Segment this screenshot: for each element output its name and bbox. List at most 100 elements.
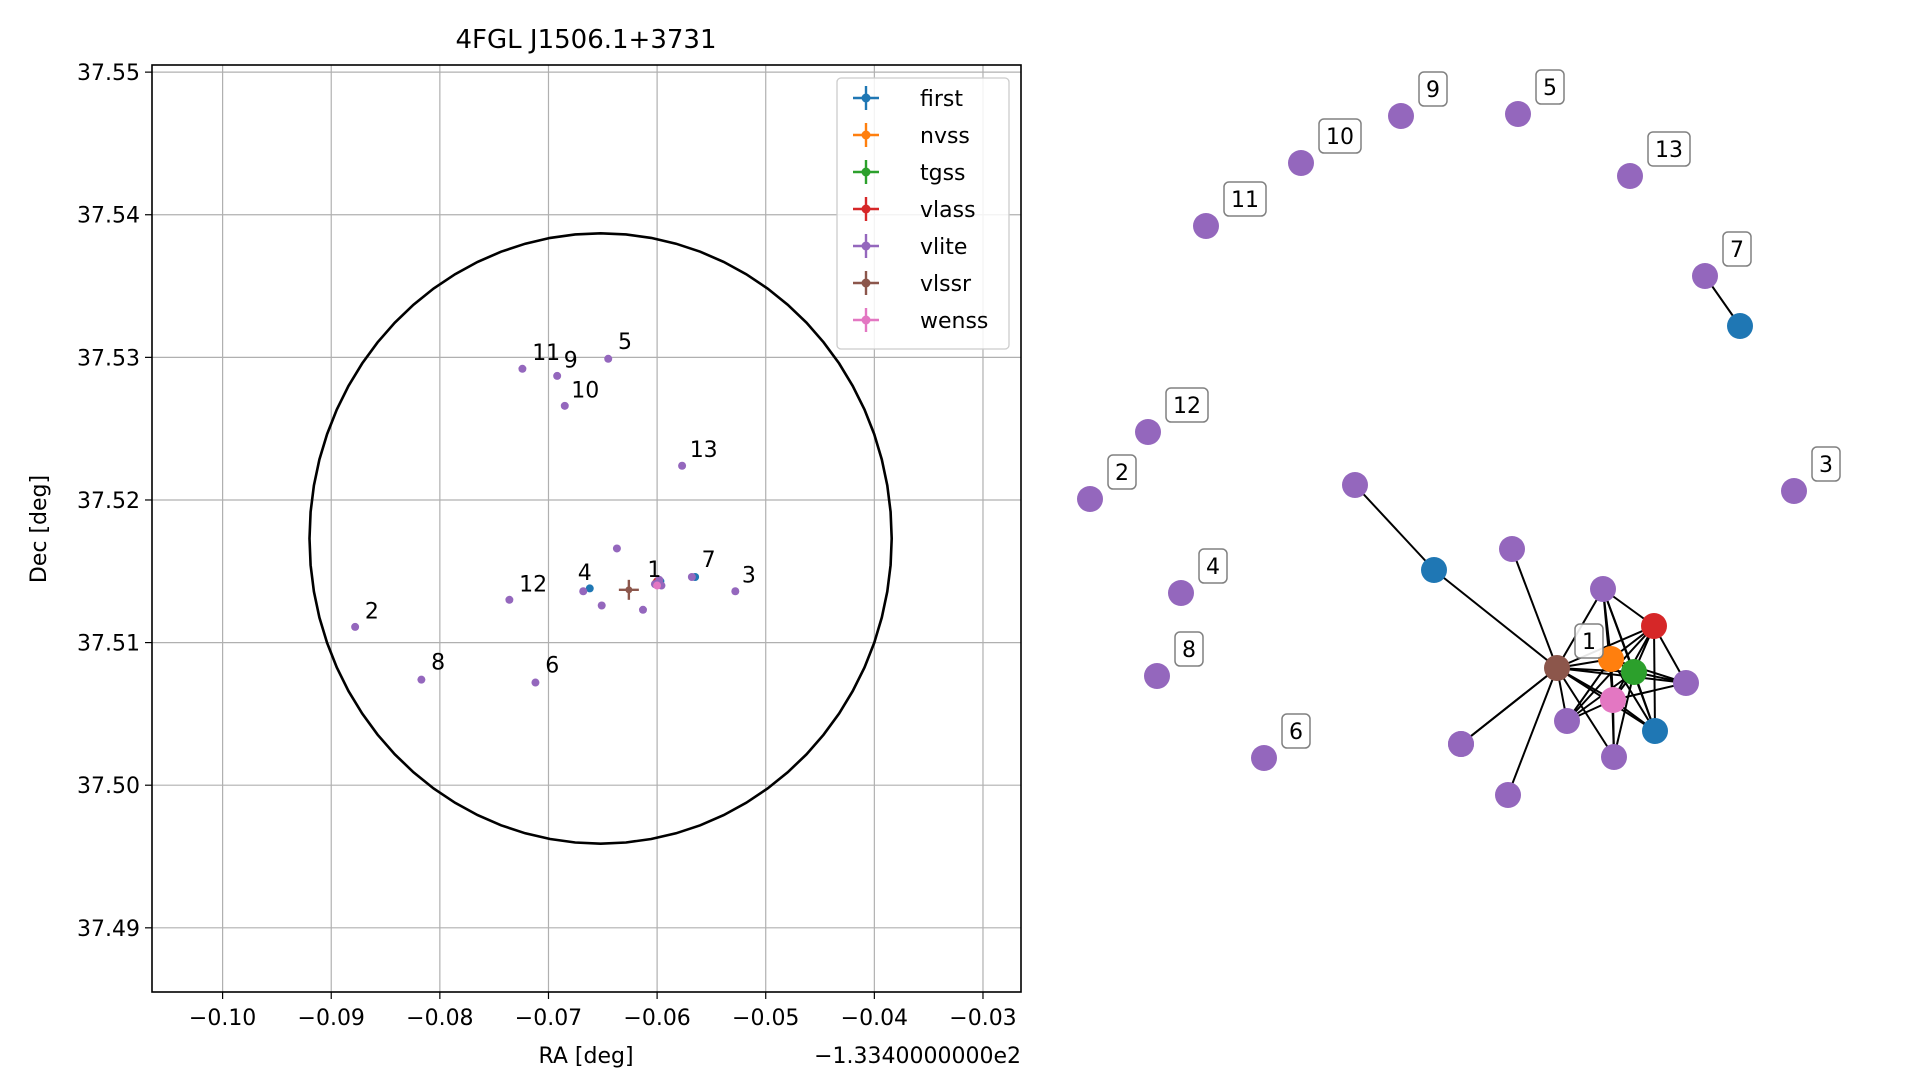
- point-vlite: [612, 544, 621, 553]
- point-vlssr: [625, 586, 633, 594]
- network-node-label: 11: [1223, 181, 1267, 217]
- network-node: [1600, 687, 1626, 713]
- legend-label: nvss: [920, 124, 970, 149]
- network-node: [1673, 670, 1699, 696]
- node-label-text: 1: [1582, 630, 1596, 655]
- network-node: [1342, 472, 1368, 498]
- legend-entry-wenss: wenss: [853, 308, 988, 334]
- network-node: [1168, 580, 1194, 606]
- network-node-label: 9: [1418, 71, 1448, 107]
- point-vlite: [579, 587, 588, 596]
- node-label-text: 6: [1289, 720, 1303, 745]
- source-label: 11: [532, 341, 560, 366]
- network-node: [1144, 663, 1170, 689]
- network-edge: [1354, 484, 1435, 571]
- y-axis-label: Dec [deg]: [27, 475, 52, 583]
- network-node: [1135, 419, 1161, 445]
- y-tick-label: 37.52: [77, 489, 140, 514]
- legend-label: vlite: [920, 235, 967, 260]
- legend-box: [836, 77, 1010, 350]
- legend-label: vlssr: [920, 272, 972, 297]
- legend-marker-dot: [861, 93, 871, 103]
- source-label: 10: [571, 378, 599, 403]
- legend-entry-vlite: vlite: [853, 234, 967, 260]
- network-node-label: 8: [1174, 631, 1204, 667]
- node-label-text: 12: [1173, 394, 1201, 419]
- legend-marker-dot: [861, 241, 871, 251]
- legend-label: vlass: [920, 198, 976, 223]
- network-node: [1781, 478, 1807, 504]
- x-tick-label: −0.05: [732, 1006, 799, 1031]
- node-label-text: 10: [1326, 125, 1354, 150]
- x-tick-label: −0.10: [189, 1006, 256, 1031]
- network-node-label: 13: [1647, 131, 1691, 167]
- network-nodes: [1077, 101, 1807, 808]
- node-label-box: [1174, 631, 1204, 667]
- network-edge: [1610, 658, 1687, 684]
- node-label-box: [1811, 446, 1841, 482]
- network-node: [1642, 718, 1668, 744]
- network-edge: [1556, 625, 1655, 669]
- point-vlite: [687, 572, 696, 581]
- x-tick-label: −0.08: [406, 1006, 473, 1031]
- network-node: [1641, 613, 1667, 639]
- source-label: 2: [365, 599, 379, 624]
- network-node-label: 2: [1107, 454, 1137, 490]
- y-tick-label: 37.51: [77, 632, 140, 657]
- point-vlite: [597, 601, 606, 610]
- network-node: [1544, 655, 1570, 681]
- source-label: 4: [578, 561, 592, 586]
- network-node: [1077, 486, 1103, 512]
- network-node: [1621, 659, 1647, 685]
- legend-label: tgss: [920, 161, 966, 186]
- legend-entry-nvss: nvss: [853, 123, 970, 149]
- source-label: 5: [618, 330, 632, 355]
- node-label-text: 7: [1730, 238, 1744, 263]
- node-label-box: [1281, 713, 1311, 749]
- y-tick-label: 37.50: [77, 774, 140, 799]
- point-first: [585, 584, 594, 593]
- network-node: [1617, 163, 1643, 189]
- network-edge: [1566, 625, 1655, 722]
- network-node: [1193, 213, 1219, 239]
- point-vlite: [604, 354, 613, 363]
- x-tick-label: −0.06: [623, 1006, 690, 1031]
- network-edge: [1653, 625, 1656, 732]
- node-label-text: 4: [1206, 555, 1220, 580]
- x-axis-label: RA [deg]: [538, 1044, 633, 1069]
- network-node-label: 3: [1811, 446, 1841, 482]
- point-vlite: [553, 371, 562, 380]
- network-node: [1554, 708, 1580, 734]
- x-tick-label: −0.09: [298, 1006, 365, 1031]
- source-label: 3: [742, 564, 756, 589]
- network-node: [1388, 103, 1414, 129]
- axis-ticks: −0.10 −0.09 −0.08 −0.07 −0.06 −0.05 −0.04 −0.03…: [77, 61, 1017, 1031]
- point-vlite: [518, 364, 527, 373]
- legend-marker-dot: [861, 278, 871, 288]
- chart-title: 4FGL J1506.1+3731: [456, 25, 717, 55]
- node-label-box: [1318, 118, 1362, 154]
- network-node: [1692, 263, 1718, 289]
- legend-label: first: [920, 87, 963, 112]
- network-node-label: 5: [1535, 69, 1565, 105]
- node-label-text: 8: [1182, 638, 1196, 663]
- source-label: 9: [564, 348, 578, 373]
- x-tick-label: −0.04: [841, 1006, 908, 1031]
- node-label-text: 3: [1819, 453, 1833, 478]
- point-vlite: [351, 622, 360, 631]
- network-node: [1590, 576, 1616, 602]
- node-label-text: 11: [1231, 188, 1259, 213]
- plot-frame: [151, 64, 1022, 993]
- point-vlite: [678, 461, 687, 470]
- y-tick-label: 37.55: [77, 61, 140, 86]
- source-label: 7: [702, 548, 716, 573]
- legend-entry-tgss: tgss: [853, 160, 966, 186]
- network-edge: [1613, 671, 1635, 758]
- node-label-text: 9: [1426, 78, 1440, 103]
- network-edge: [1507, 667, 1558, 796]
- network-node-label: 10: [1318, 118, 1362, 154]
- node-label-box: [1418, 71, 1448, 107]
- network-node: [1421, 557, 1447, 583]
